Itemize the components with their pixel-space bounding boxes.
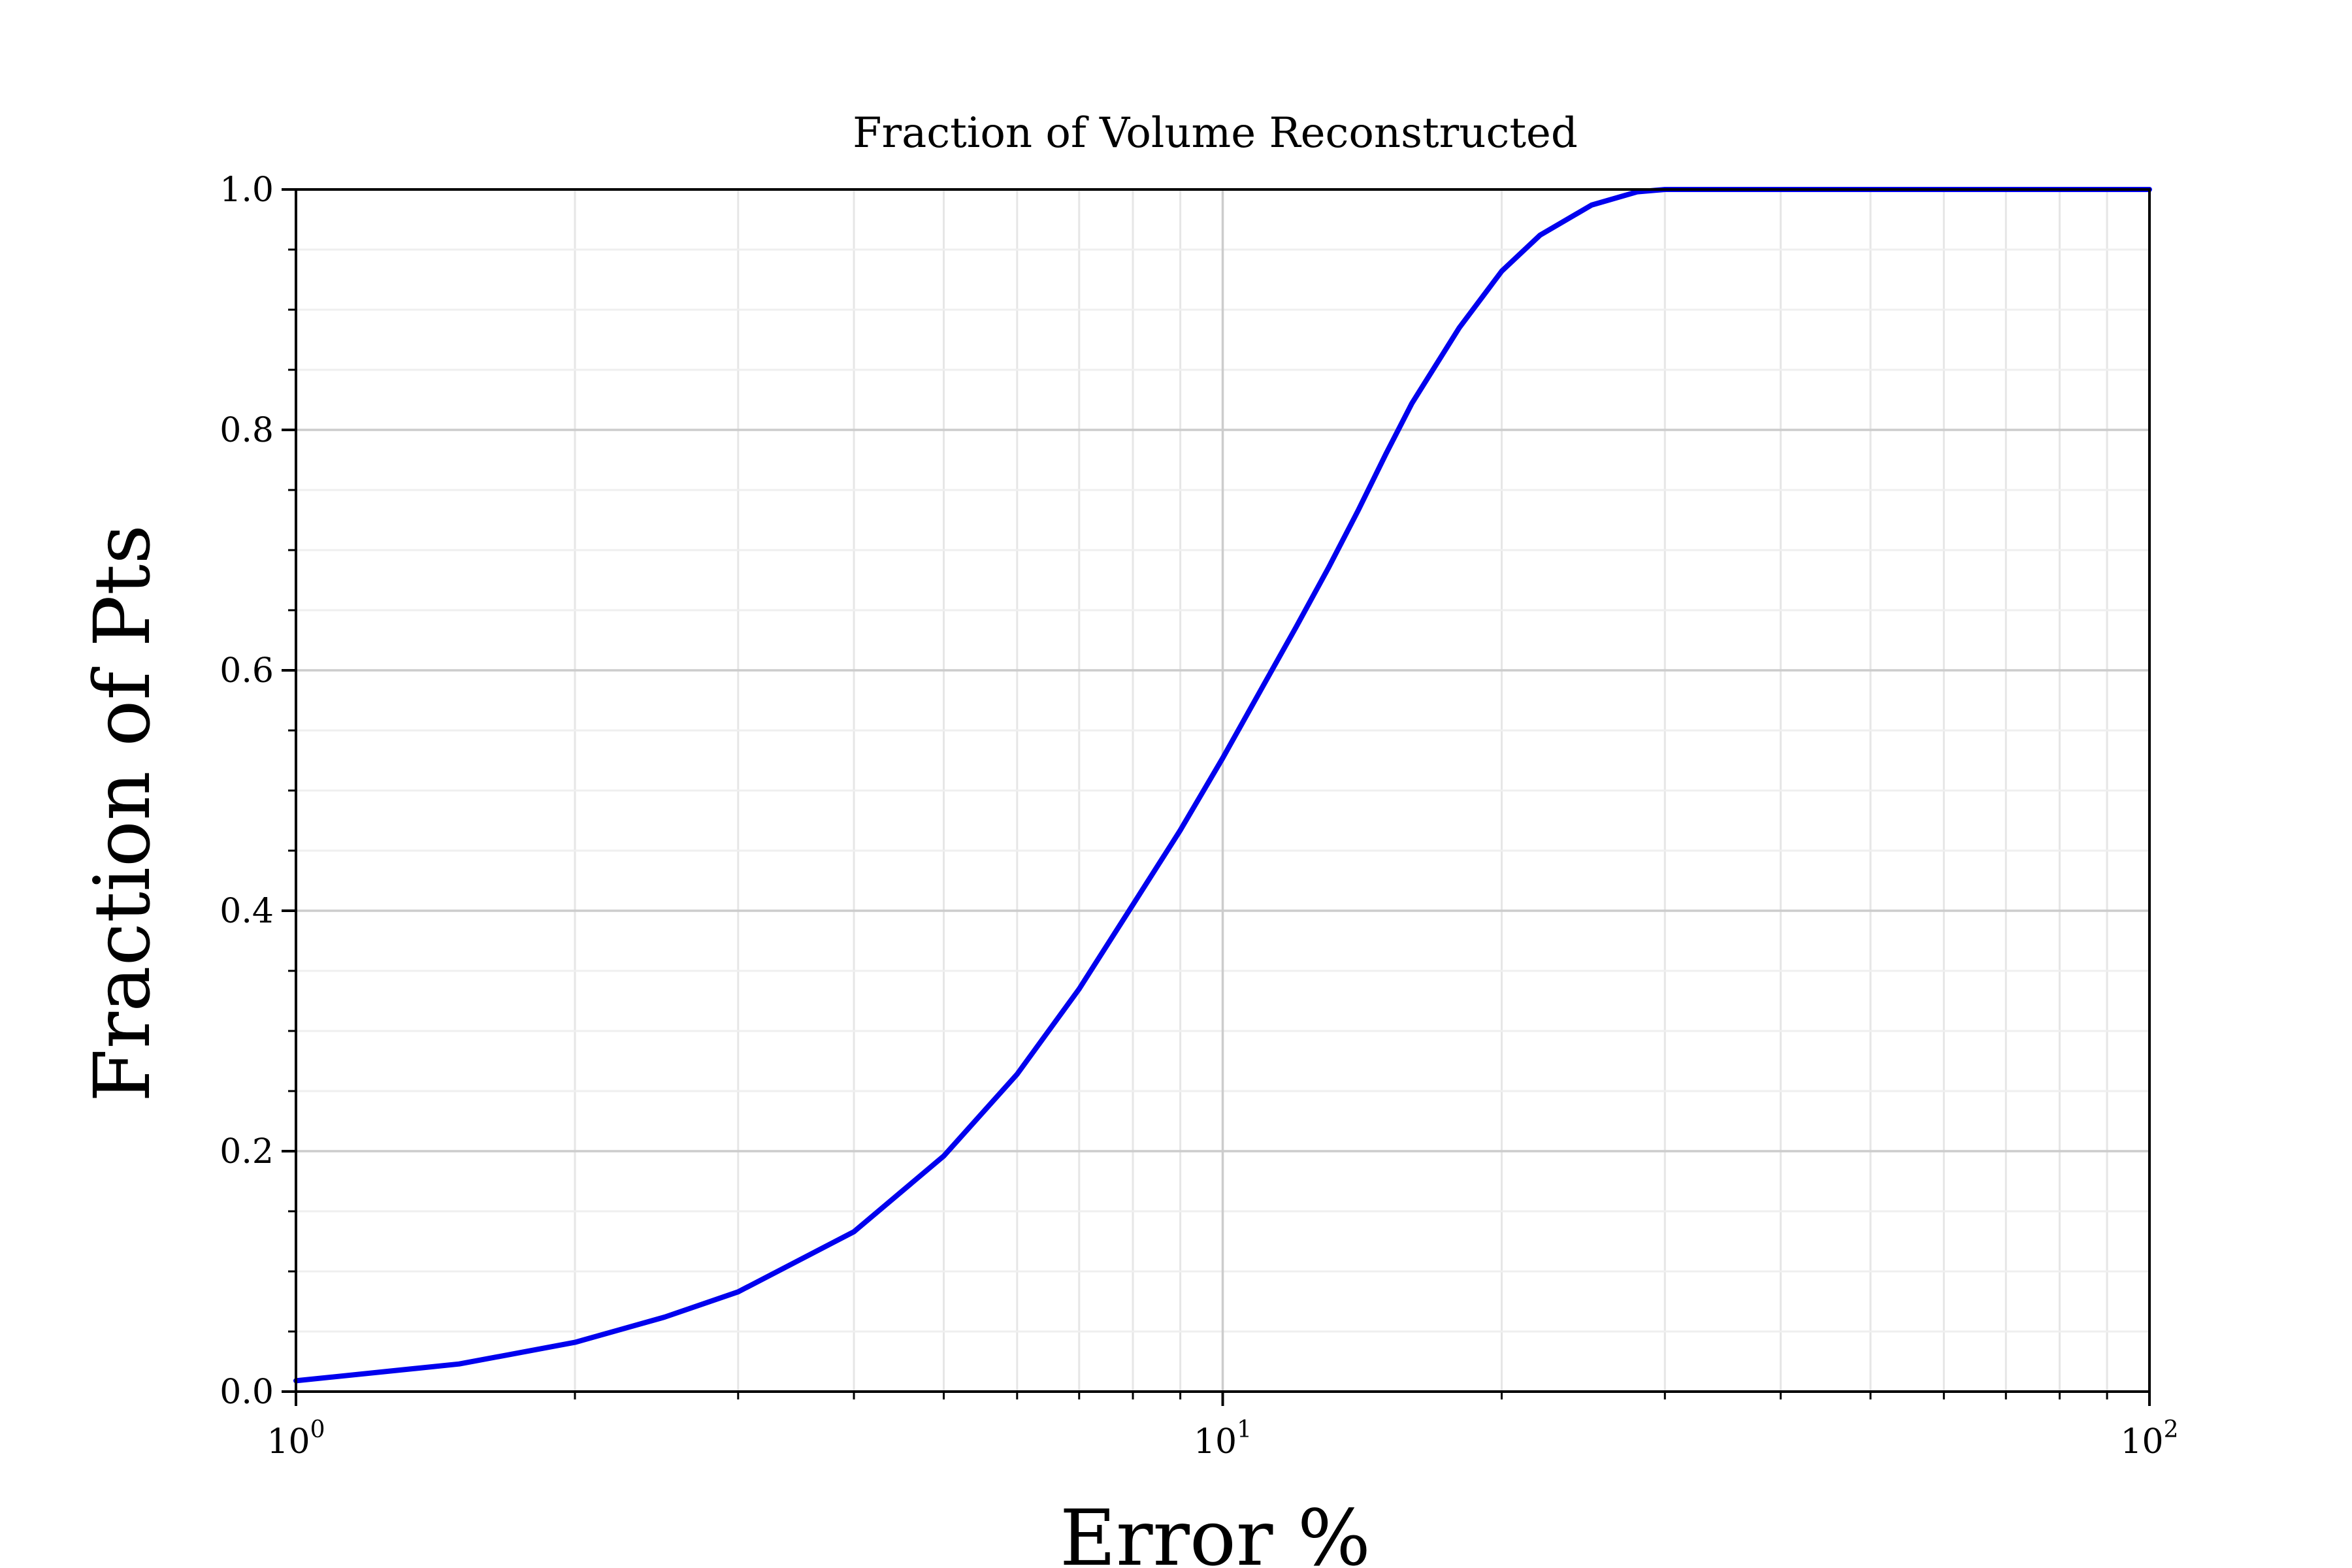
chart-title: Fraction of Volume Reconstructed [853,109,1578,157]
y-tick-label: 1.0 [220,171,274,210]
major-grid [296,189,2149,1392]
x-tick-label: 101 [1194,1416,1252,1462]
y-tick-label: 0.6 [220,651,274,691]
y-axis-label: Fraction of Pts [77,525,167,1102]
tick-marks [282,188,2151,1406]
tick-labels: 100 101 102 0.0 0.2 0.4 0.6 0.8 1.0 [220,171,2178,1462]
y-tick-label: 0.4 [220,892,274,931]
y-tick-label: 0.0 [220,1373,274,1412]
x-tick-label: 102 [2120,1416,2178,1462]
x-tick-label: 100 [267,1416,325,1462]
x-axis-label: Error % [1060,1493,1371,1568]
y-tick-label: 0.8 [220,411,274,450]
y-tick-label: 0.2 [220,1132,274,1171]
